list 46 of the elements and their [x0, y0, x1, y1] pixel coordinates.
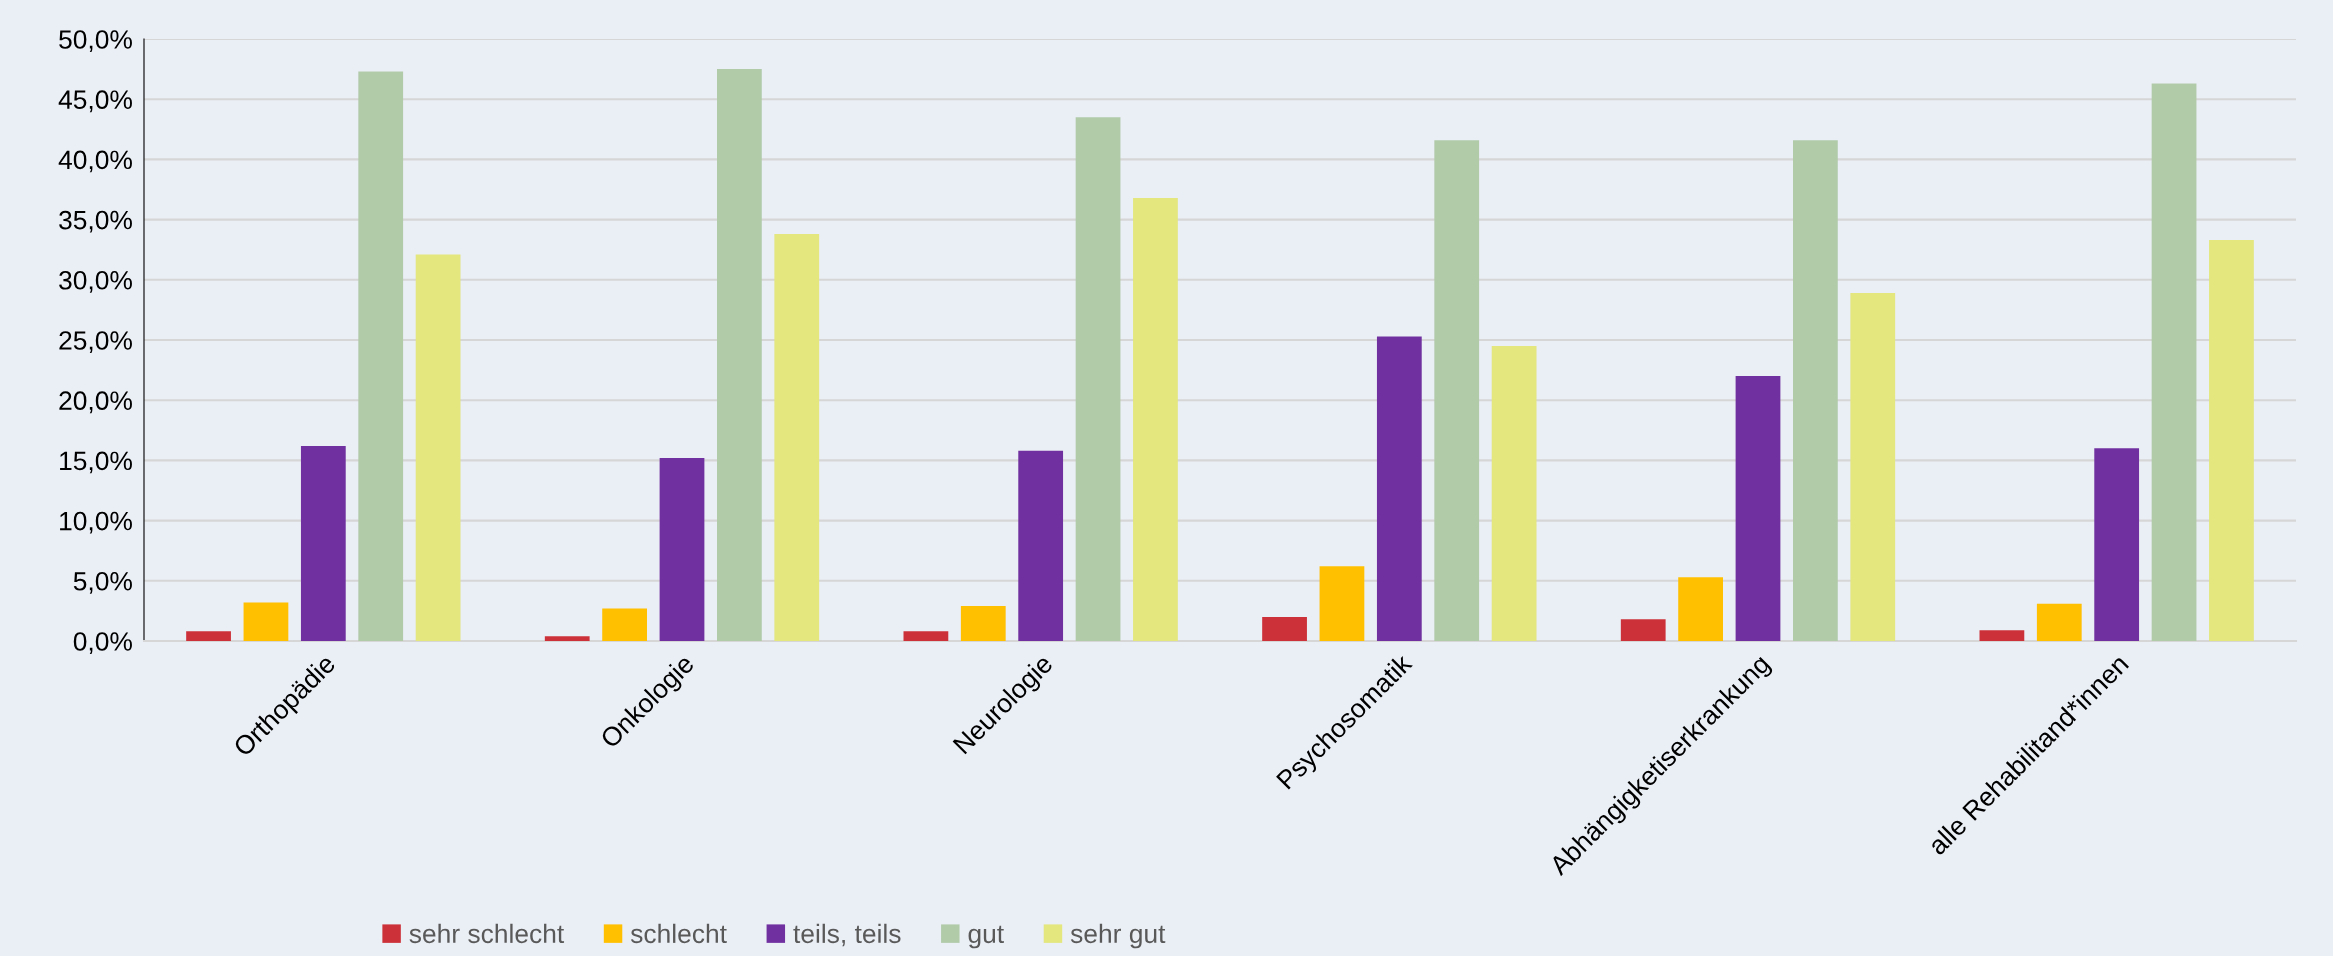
bar: [903, 631, 949, 641]
bar: [186, 631, 231, 641]
bar: [1133, 197, 1178, 641]
bar: [774, 234, 820, 641]
y-tick-label: 10,0%: [60, 511, 132, 534]
bar: [1735, 376, 1781, 641]
bar: [1620, 619, 1666, 641]
y-tick-label: 45,0%: [58, 90, 132, 113]
y-tick-label: 30,0%: [59, 270, 132, 293]
y-tick-label: 40,0%: [58, 150, 132, 173]
bar: [1434, 140, 1480, 641]
bar: [2151, 83, 2197, 641]
bar: [1678, 577, 1723, 641]
bar: [1319, 566, 1365, 641]
bar: [2209, 240, 2254, 641]
bar: [243, 602, 289, 641]
bar: [1262, 616, 1307, 641]
bar: [1075, 117, 1121, 641]
bar: [1376, 336, 1422, 641]
y-tick-label: 0,0%: [73, 632, 132, 654]
y-tick-label: 35,0%: [59, 210, 132, 233]
y-tick-label: 20,0%: [59, 391, 132, 414]
bar: [960, 606, 1006, 641]
legend-label: gut: [968, 925, 1004, 949]
bar: [544, 636, 590, 641]
bar: [1491, 346, 1537, 641]
bar: [2036, 603, 2082, 641]
y-tick-label: 50,0%: [59, 30, 132, 52]
bar: [1018, 450, 1064, 641]
bar: [2094, 448, 2140, 641]
bar: [1850, 293, 1896, 641]
bar: [300, 445, 346, 641]
bar: [602, 608, 647, 641]
bar: [659, 457, 705, 641]
bar: [717, 69, 762, 641]
bar: [415, 254, 461, 641]
y-tick-label: 25,0%: [59, 331, 132, 353]
bar: [1979, 630, 2025, 641]
legend-label: teils, teils: [793, 923, 901, 947]
bar: [1793, 140, 1838, 641]
legend-label: sehr gut: [1070, 923, 1166, 949]
y-tick-label: 5,0%: [73, 571, 132, 594]
legend-label: sehr schlecht: [409, 923, 565, 944]
bar: [358, 71, 404, 641]
y-tick-label: 15,0%: [60, 451, 132, 474]
legend-label: schlecht: [630, 923, 727, 944]
